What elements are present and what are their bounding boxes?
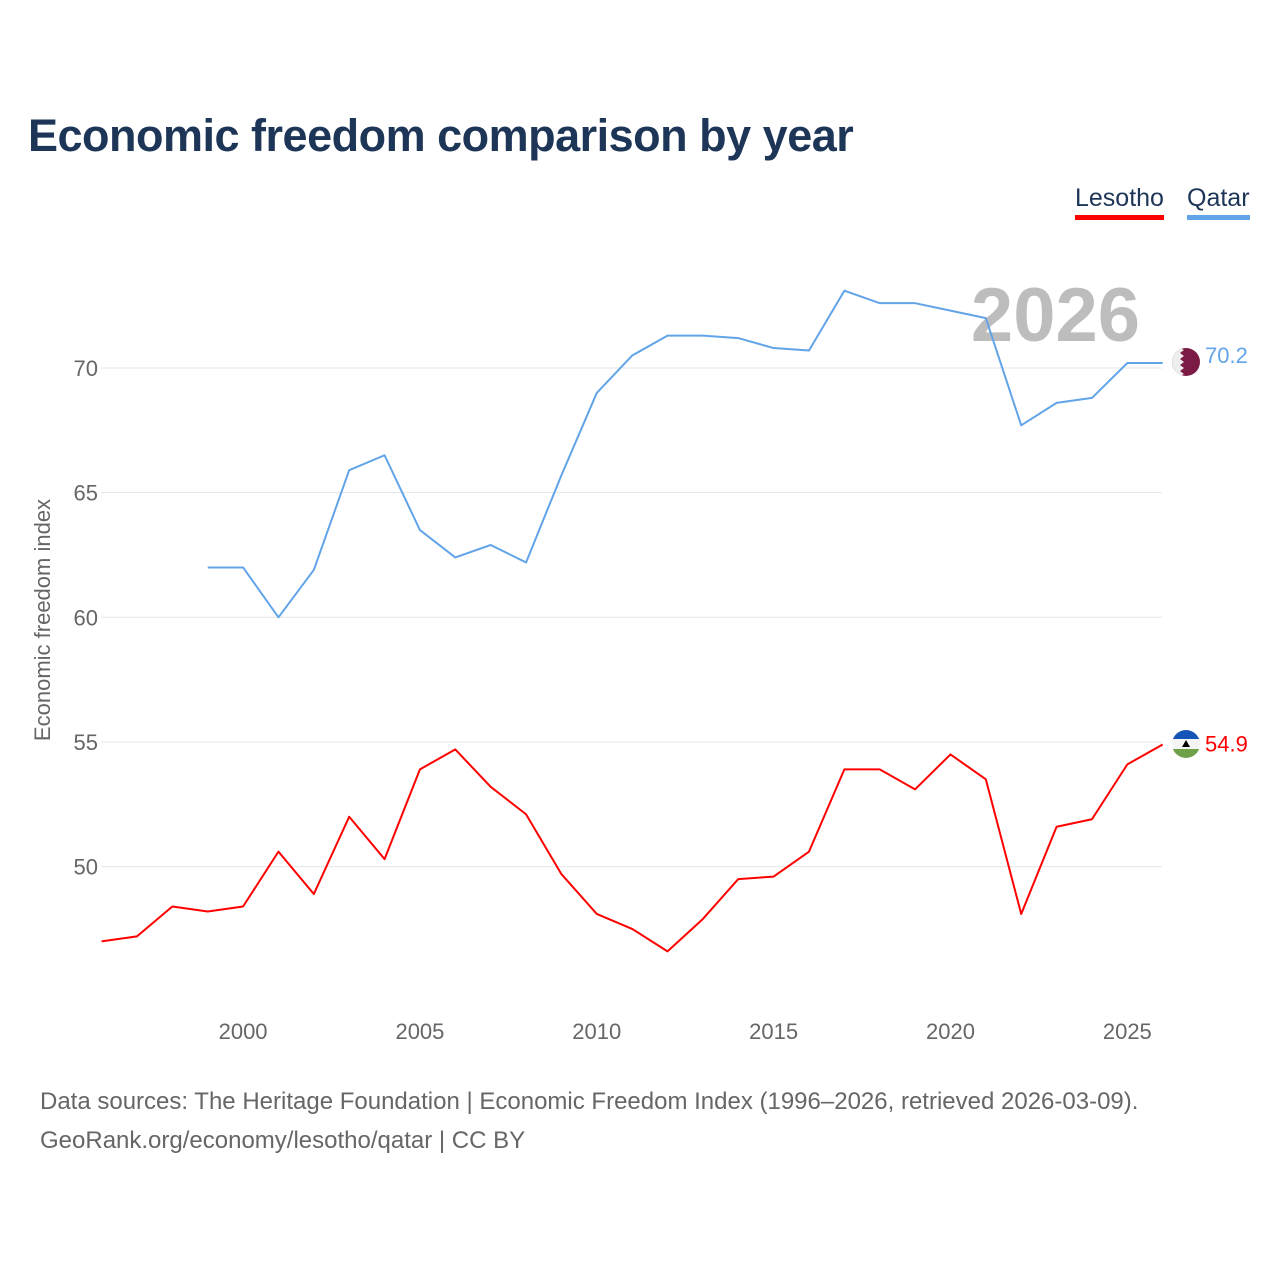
- y-tick-label: 65: [74, 481, 98, 506]
- series-line-qatar: [207, 289, 1163, 619]
- legend-lesotho[interactable]: Lesotho: [1075, 184, 1164, 220]
- footer-sources: Data sources: The Heritage Foundation | …: [40, 1088, 1139, 1115]
- lesotho-flag-icon: [1172, 730, 1200, 758]
- x-tick-label: 2010: [572, 1019, 621, 1044]
- y-tick-label: 50: [74, 855, 98, 880]
- y-tick-label: 60: [74, 605, 98, 630]
- y-tick-label: 55: [74, 730, 98, 755]
- year-watermark: 2026: [971, 273, 1140, 358]
- x-tick-label: 2015: [749, 1019, 798, 1044]
- x-tick-label: 2020: [926, 1019, 975, 1044]
- qatar-flag-icon: [1172, 348, 1200, 376]
- x-tick-label: 2000: [219, 1019, 268, 1044]
- legend-qatar[interactable]: Qatar: [1187, 184, 1250, 220]
- x-tick-label: 2005: [395, 1019, 444, 1044]
- chart-title: Economic freedom comparison by year: [28, 110, 854, 161]
- end-label-lesotho: 54.9: [1205, 731, 1248, 756]
- end-label-qatar: 70.2: [1205, 343, 1248, 368]
- footer-link[interactable]: GeoRank.org/economy/lesotho/qatar | CC B…: [40, 1127, 526, 1154]
- y-axis-label: Economic freedom index: [30, 499, 55, 741]
- x-tick-label: 2025: [1103, 1019, 1152, 1044]
- y-tick-label: 70: [74, 356, 98, 381]
- series-line-lesotho: [101, 743, 1164, 953]
